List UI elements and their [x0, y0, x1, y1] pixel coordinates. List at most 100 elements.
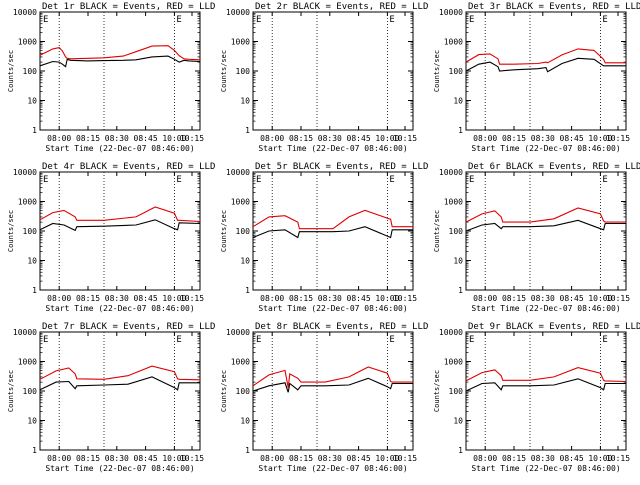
x-tick-label: 08:45	[347, 294, 371, 303]
events-series-line	[39, 376, 200, 391]
legend-marker-right: E	[389, 175, 394, 185]
x-tick-label: 10:15	[606, 294, 630, 303]
y-axis-label: Counts/sec	[433, 210, 441, 252]
panel-5: Det 5r BLACK = Events, RED = LLD 1 10 100 10…	[220, 162, 428, 313]
y-axis-label: Counts/sec	[220, 50, 228, 92]
x-tick-label: 08:45	[347, 454, 371, 463]
y-tick-label: 10000	[439, 8, 463, 17]
y-tick-label: 1000	[231, 198, 250, 207]
lld-series-line	[39, 45, 201, 61]
lld-series-line	[252, 209, 413, 230]
y-tick-label: 10000	[226, 8, 250, 17]
x-tick-label: 08:30	[531, 134, 555, 143]
legend-marker-right: E	[602, 335, 607, 345]
panel-title: Det 2r BLACK = Events, RED = LLD	[255, 2, 428, 12]
x-tick-label: 08:45	[560, 294, 584, 303]
y-tick-label: 100	[449, 387, 464, 396]
panel-6: Det 6r BLACK = Events, RED = LLD 1 10 100 10…	[433, 162, 640, 313]
x-tick-label: 10:15	[393, 294, 417, 303]
x-tick-label: 10:00	[162, 294, 186, 303]
y-tick-label: 10000	[13, 168, 37, 177]
y-tick-label: 1000	[231, 38, 250, 47]
x-tick-label: 08:15	[289, 454, 313, 463]
events-series-line	[252, 377, 413, 393]
x-tick-label: 08:45	[560, 454, 584, 463]
y-tick-label: 1	[458, 126, 463, 135]
x-tick-label: 08:00	[260, 454, 284, 463]
x-tick-label: 10:15	[393, 134, 417, 143]
x-tick-label: 08:00	[47, 294, 71, 303]
y-tick-label: 10000	[439, 168, 463, 177]
x-tick-label: 10:00	[162, 454, 186, 463]
events-series-line	[465, 378, 626, 392]
panel-7: Det 7r BLACK = Events, RED = LLD 1 10 100 10…	[7, 322, 215, 473]
y-tick-label: 100	[236, 227, 251, 236]
y-tick-label: 1000	[231, 358, 250, 367]
panel-title: Det 9r BLACK = Events, RED = LLD	[468, 322, 640, 332]
x-axis-label: Start Time (22-Dec-07 08:46:00)	[471, 304, 620, 313]
legend-marker-right: E	[602, 175, 607, 185]
y-tick-label: 1000	[444, 358, 463, 367]
x-tick-label: 08:30	[531, 454, 555, 463]
events-series-line	[39, 55, 201, 68]
panel-title: Det 5r BLACK = Events, RED = LLD	[255, 162, 428, 172]
lld-series-line	[465, 367, 627, 383]
x-tick-label: 10:00	[588, 454, 612, 463]
x-tick-label: 10:15	[393, 454, 417, 463]
x-tick-label: 10:15	[606, 454, 630, 463]
axes-frame	[465, 171, 627, 291]
x-tick-label: 08:00	[47, 134, 71, 143]
x-tick-label: 10:15	[180, 294, 204, 303]
x-tick-label: 08:15	[289, 134, 313, 143]
axes-frame	[252, 331, 414, 451]
x-tick-label: 08:30	[318, 134, 342, 143]
x-tick-label: 08:45	[134, 134, 158, 143]
panel-2: Det 2r BLACK = Events, RED = LLD 1 10 100 10…	[220, 2, 428, 153]
legend-marker-right: E	[389, 335, 394, 345]
y-tick-label: 1000	[444, 38, 463, 47]
x-tick-label: 08:30	[531, 294, 555, 303]
y-tick-label: 100	[23, 387, 38, 396]
x-tick-label: 08:15	[502, 294, 526, 303]
y-tick-label: 10000	[439, 328, 463, 337]
panel-8: Det 8r BLACK = Events, RED = LLD 1 10 100 10…	[220, 322, 428, 473]
y-tick-label: 100	[449, 67, 464, 76]
y-tick-label: 10	[240, 417, 250, 426]
lld-series-line	[39, 365, 201, 381]
x-tick-label: 08:30	[105, 454, 129, 463]
x-tick-label: 08:30	[105, 134, 129, 143]
x-tick-label: 10:00	[375, 294, 399, 303]
y-tick-label: 1	[458, 286, 463, 295]
panel-title: Det 1r BLACK = Events, RED = LLD	[42, 2, 215, 12]
y-tick-label: 10	[27, 417, 37, 426]
y-tick-label: 1	[458, 446, 463, 455]
legend-marker-right: E	[176, 175, 181, 185]
y-tick-label: 10	[453, 97, 463, 106]
x-tick-label: 08:15	[502, 454, 526, 463]
x-tick-label: 08:30	[318, 294, 342, 303]
panel-title: Det 3r BLACK = Events, RED = LLD	[468, 2, 640, 12]
panel-3: Det 3r BLACK = Events, RED = LLD 1 10 100 10…	[433, 2, 640, 153]
legend-marker-left: E	[469, 335, 474, 345]
legend-marker-left: E	[469, 175, 474, 185]
y-tick-label: 1	[32, 286, 37, 295]
y-tick-label: 10000	[13, 8, 37, 17]
y-tick-label: 1000	[18, 38, 37, 47]
y-axis-label: Counts/sec	[433, 50, 441, 92]
y-tick-label: 1	[245, 446, 250, 455]
x-axis-label: Start Time (22-Dec-07 08:46:00)	[471, 464, 620, 473]
axes-frame	[39, 11, 201, 131]
y-axis-label: Counts/sec	[7, 210, 15, 252]
y-tick-label: 1	[245, 126, 250, 135]
panel-1: Det 1r BLACK = Events, RED = LLD 1 10 100 10…	[7, 2, 215, 153]
x-axis-label: Start Time (22-Dec-07 08:46:00)	[45, 144, 194, 153]
legend-marker-left: E	[43, 335, 48, 345]
x-tick-label: 08:00	[473, 294, 497, 303]
y-tick-label: 10	[27, 97, 37, 106]
x-tick-label: 10:00	[375, 454, 399, 463]
x-tick-label: 08:00	[47, 454, 71, 463]
y-tick-label: 10	[240, 97, 250, 106]
lld-series-line	[252, 366, 413, 388]
y-tick-label: 100	[23, 227, 38, 236]
